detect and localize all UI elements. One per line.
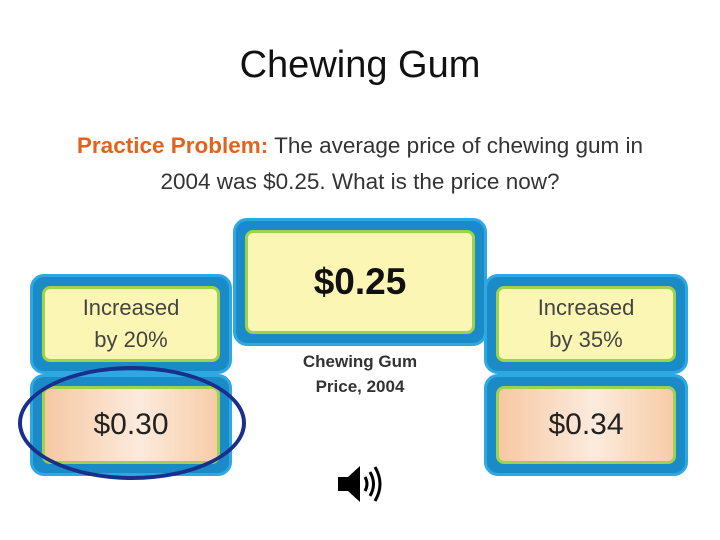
caption-line2: Price, 2004 xyxy=(315,376,405,396)
problem-text-line1: The average price of chewing gum in xyxy=(268,133,644,158)
left-increase-tile: Increased by 20% xyxy=(30,274,232,374)
left-label-line2: by 20% xyxy=(94,327,168,352)
center-caption: Chewing Gum Price, 2004 xyxy=(270,350,450,399)
right-increase-label: Increased by 35% xyxy=(538,292,635,356)
practice-problem: Practice Problem: The average price of c… xyxy=(30,128,690,200)
center-price-value: $0.25 xyxy=(313,261,407,302)
right-label-line1: Increased xyxy=(537,295,635,321)
right-increase-tile: Increased by 35% xyxy=(484,274,688,374)
center-price-tile: $0.25 xyxy=(233,218,487,346)
right-result-value: $0.34 xyxy=(548,408,624,441)
answer-circle-annotation xyxy=(18,366,246,480)
right-result-tile: $0.34 xyxy=(484,374,688,476)
left-increase-box: Increased by 20% xyxy=(42,286,220,362)
caption-line1: Chewing Gum xyxy=(302,352,418,371)
problem-label: Practice Problem: xyxy=(76,133,269,158)
center-price-box: $0.25 xyxy=(245,230,475,334)
right-label-line2: by 35% xyxy=(549,327,623,352)
speaker-icon[interactable] xyxy=(334,460,386,508)
right-result-box: $0.34 xyxy=(496,386,676,464)
right-increase-box: Increased by 35% xyxy=(496,286,676,362)
left-label-line1: Increased xyxy=(82,295,180,321)
left-increase-label: Increased by 20% xyxy=(83,292,180,356)
problem-text-line2: 2004 was $0.25. What is the price now? xyxy=(160,169,560,194)
slide-title: Chewing Gum xyxy=(239,44,481,86)
